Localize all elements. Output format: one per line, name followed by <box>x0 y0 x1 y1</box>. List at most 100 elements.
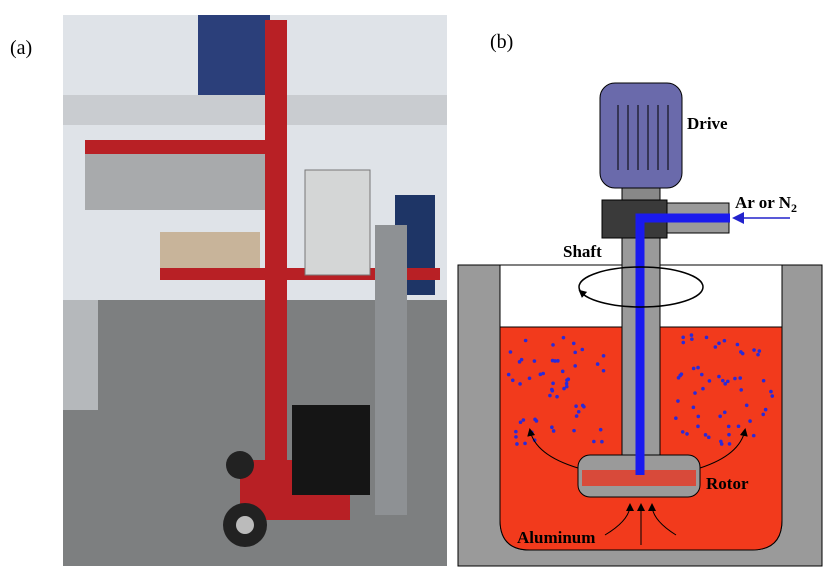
bubble <box>727 442 732 446</box>
bubble <box>553 359 557 363</box>
bubble <box>676 399 680 403</box>
bubble <box>693 391 697 395</box>
shaft-label: Shaft <box>563 242 602 261</box>
gas-text: Ar or N <box>735 193 792 212</box>
bubble <box>566 377 571 381</box>
bubble <box>748 419 752 423</box>
bubble <box>722 410 727 415</box>
bubble <box>564 381 569 386</box>
bubble <box>564 384 569 389</box>
bubble <box>717 341 721 346</box>
bubble <box>573 364 577 368</box>
bubble <box>574 404 578 408</box>
bubble <box>533 417 537 422</box>
bubble <box>727 432 731 437</box>
bubble <box>506 372 511 377</box>
bubble <box>770 394 775 398</box>
bubble <box>681 340 686 345</box>
bubble <box>510 378 515 383</box>
bubble <box>761 412 766 417</box>
bubble <box>574 414 579 418</box>
bubble <box>560 369 565 374</box>
bubble <box>769 389 773 394</box>
bubble <box>752 348 756 352</box>
bubble <box>523 338 528 343</box>
diagram: Drive Ar or N2 Shaft Rotor Aluminum <box>457 82 823 567</box>
photo <box>63 15 447 566</box>
bubble <box>696 365 700 370</box>
bubble <box>739 388 744 392</box>
bubble <box>556 359 560 363</box>
bubble <box>541 371 545 376</box>
bubble <box>703 433 708 437</box>
bubble <box>514 435 518 439</box>
bubble <box>726 379 730 384</box>
bubble <box>551 381 555 386</box>
bubble <box>761 378 766 383</box>
bubble <box>527 376 532 381</box>
bubble <box>518 382 522 386</box>
bubble <box>721 378 725 383</box>
bubble <box>521 418 526 422</box>
melt-label: Aluminum <box>517 528 595 547</box>
bubble <box>571 341 576 346</box>
bubble <box>740 351 745 356</box>
bubble <box>676 375 681 380</box>
bubble <box>713 345 718 349</box>
bubble <box>551 429 556 433</box>
bubble <box>681 335 685 340</box>
bubble <box>744 403 749 408</box>
drive-label: Drive <box>687 114 728 133</box>
bubble <box>736 424 741 429</box>
bubble <box>704 335 709 340</box>
bubble <box>514 429 518 434</box>
bubble <box>532 359 537 363</box>
bubble <box>756 352 760 357</box>
bubble <box>580 347 585 352</box>
panel-label: (a) <box>10 37 32 59</box>
bubble <box>691 405 696 410</box>
bubble <box>685 432 689 436</box>
bubble <box>508 350 513 354</box>
bubble <box>696 414 701 419</box>
bubble <box>595 362 600 366</box>
bubble <box>573 350 577 355</box>
bubble <box>518 420 523 425</box>
bubble <box>699 372 704 377</box>
bubble <box>722 338 727 343</box>
bubble <box>572 428 576 433</box>
bubble <box>707 379 712 383</box>
bubble <box>690 337 694 341</box>
bubble <box>538 372 543 377</box>
bubble <box>691 366 696 371</box>
bubble <box>738 376 743 380</box>
gas-label: Ar or N2 <box>735 193 797 215</box>
bubble <box>706 435 711 440</box>
bubble <box>680 430 685 434</box>
bubble <box>580 403 585 408</box>
bubble <box>719 442 724 446</box>
bubble <box>601 354 606 358</box>
bubble <box>592 439 596 444</box>
bubble <box>555 394 559 399</box>
bubble <box>551 343 555 347</box>
bubble <box>718 414 722 419</box>
bubble <box>763 407 768 412</box>
bubble <box>600 439 604 444</box>
bubble <box>696 424 700 429</box>
bubble <box>726 424 731 429</box>
bubble <box>689 333 694 337</box>
bubble <box>701 386 705 391</box>
bubble <box>576 409 581 414</box>
panel-label: (b) <box>490 31 513 53</box>
bubble <box>733 376 737 381</box>
bubble <box>757 349 762 353</box>
bubble <box>598 427 603 432</box>
bubble <box>735 342 740 347</box>
bubble <box>550 425 554 430</box>
bubble <box>519 357 524 362</box>
bubble <box>561 335 566 340</box>
bubble <box>562 386 566 391</box>
bubble <box>717 374 721 379</box>
